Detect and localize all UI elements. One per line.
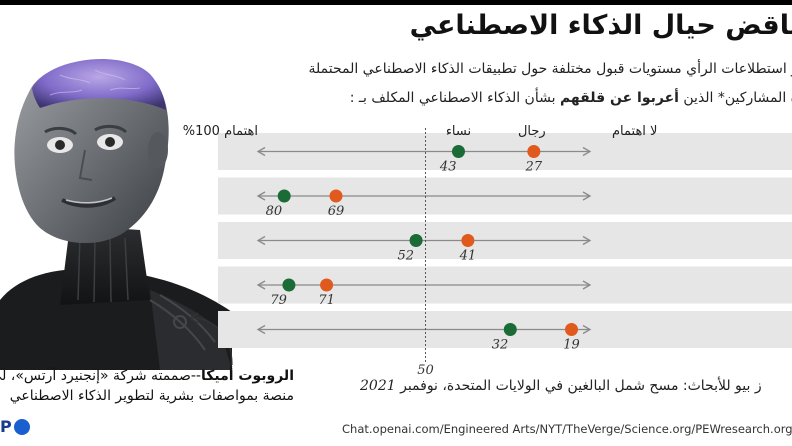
men-dot bbox=[461, 234, 475, 247]
photo-caption: الروبوت أميكا--صممته شركة «إنجنيرد آرتس»… bbox=[0, 366, 294, 406]
men-value-label: 71 bbox=[318, 293, 335, 308]
row-axis-arrow-right bbox=[582, 146, 592, 157]
legend-women-label: نساء bbox=[446, 124, 471, 139]
caption-pointer-arrowhead bbox=[189, 312, 199, 324]
women-value-label: 43 bbox=[439, 160, 457, 175]
legend-men-label: رجال bbox=[518, 124, 546, 139]
afp-logo-letter: P bbox=[0, 417, 12, 436]
subtitle-line-2-start: ة المشاركين* الذين bbox=[678, 90, 792, 106]
men-dot bbox=[527, 145, 541, 158]
women-value-label: 52 bbox=[398, 249, 415, 264]
subtitle-line-1: ر استطلاعات الرأي مستويات قبول مختلفة حو… bbox=[308, 61, 792, 77]
caption-line-1: الروبوت أميكا--صممته شركة «إنجنيرد آرتس»… bbox=[0, 366, 294, 386]
row-axis-arrow-right bbox=[582, 191, 592, 201]
row-axis-arrow-left bbox=[256, 146, 266, 157]
robot-ameca-photo bbox=[0, 50, 232, 370]
subtitle-line-2: ة المشاركين* الذين أعربوا عن قلقهم بشأن … bbox=[350, 90, 792, 106]
afp-logo: P bbox=[0, 417, 30, 436]
men-dot bbox=[329, 189, 343, 203]
afp-logo-circle bbox=[13, 418, 30, 435]
men-dot bbox=[565, 323, 579, 336]
row-axis-arrow-right bbox=[582, 280, 592, 290]
axis-right-label: لا اهتمام bbox=[612, 124, 657, 139]
women-value-label: 79 bbox=[270, 293, 287, 308]
row-axis-arrow-right bbox=[582, 235, 592, 246]
subtitle-line-2-end: بشأن الذكاء الاصطناعي المكلف بـ : bbox=[349, 90, 560, 106]
row-axis-arrow-left bbox=[256, 191, 266, 201]
subtitle-line-2-bold: أعربوا عن قلقهم bbox=[559, 90, 679, 106]
top-bar bbox=[0, 0, 792, 5]
source-line-2: Chat.openai.com/Engineered Arts/NYT/TheV… bbox=[342, 422, 792, 436]
row-axis-arrow-right bbox=[582, 324, 592, 335]
source-line-1: ز بيو للأبحاث: مسح شمل البالغين في الولا… bbox=[360, 378, 762, 394]
caption-line-1-text: --صممته شركة «إنجنيرد آرتس»، لي bbox=[0, 368, 201, 384]
caption-robot-name: الروبوت أميكا bbox=[200, 368, 294, 384]
women-value-label: 80 bbox=[266, 204, 283, 219]
women-dot bbox=[503, 323, 517, 336]
women-dot bbox=[282, 278, 296, 292]
women-dot bbox=[277, 189, 291, 203]
source-year: 2021 bbox=[360, 378, 396, 394]
women-dot bbox=[409, 234, 423, 247]
men-dot bbox=[320, 278, 334, 292]
row-axis-arrow-left bbox=[256, 235, 266, 246]
row-axis-arrow-left bbox=[256, 280, 266, 290]
row-axis-arrow-left bbox=[256, 324, 266, 335]
source-line-1-text: ز بيو للأبحاث: مسح شمل البالغين في الولا… bbox=[395, 378, 762, 394]
women-value-label: 32 bbox=[492, 338, 509, 353]
men-value-label: 27 bbox=[525, 160, 543, 175]
men-value-label: 41 bbox=[459, 249, 477, 264]
axis-left-label: اهتمام 100% bbox=[183, 124, 258, 139]
page-title: ناقض حيال الذكاء الاصطناعي bbox=[409, 10, 792, 41]
women-dot bbox=[451, 145, 465, 158]
men-value-label: 19 bbox=[563, 338, 580, 353]
caption-line-2: منصة بمواصفات بشرية لتطوير الذكاء الاصطن… bbox=[9, 388, 294, 404]
men-value-label: 69 bbox=[328, 204, 345, 219]
midpoint-tick-label: 50 bbox=[417, 363, 434, 378]
